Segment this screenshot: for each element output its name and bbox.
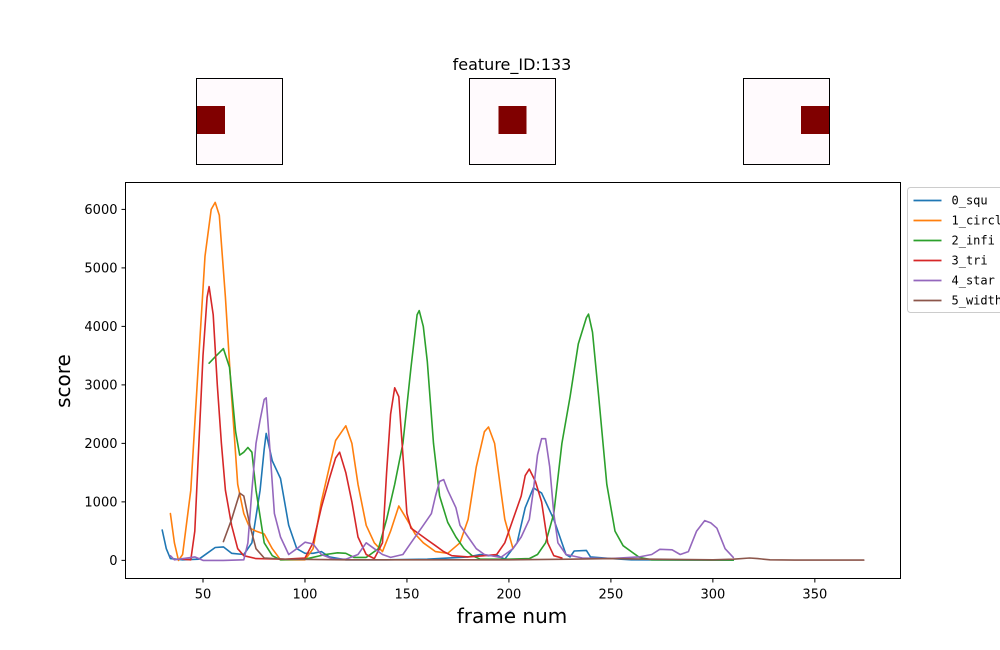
- series-line-3_tri: [181, 285, 563, 561]
- y-tick-label: 4000: [84, 320, 117, 335]
- legend-label: 0_squ: [952, 194, 988, 208]
- x-tick-label: 100: [293, 588, 318, 603]
- chart-title: feature_ID:133: [453, 55, 572, 75]
- y-axis: 0 1000 2000 3000 4000 5000 6000: [84, 203, 126, 569]
- x-tick-label: 150: [395, 588, 420, 603]
- y-tick-label: 3000: [84, 378, 117, 393]
- legend-label: 1_circl: [952, 214, 1000, 228]
- series-line-1_circl: [169, 201, 514, 562]
- series-line-4_star: [169, 397, 735, 562]
- y-tick-label: 0: [109, 554, 117, 569]
- x-tick-label: 50: [195, 588, 212, 603]
- x-tick-label: 250: [598, 588, 623, 603]
- legend-label: 2_infi: [952, 234, 995, 248]
- series-group: [161, 201, 865, 562]
- thumbnail-center: [469, 78, 556, 165]
- thumbnail-left: [196, 78, 283, 165]
- series-line-5_width: [222, 492, 865, 561]
- legend-item: 3_tri: [913, 254, 988, 268]
- x-axis: 50 100 150 200 250 300 350: [195, 578, 827, 603]
- legend-item: 1_circl: [913, 214, 1000, 228]
- plot-frame: [125, 182, 901, 579]
- legend-label: 5_width: [952, 294, 1000, 308]
- legend-item: 5_width: [913, 294, 1000, 308]
- x-axis-label: frame num: [457, 604, 568, 628]
- x-tick-label: 200: [497, 588, 522, 603]
- thumbnail-right: [743, 78, 830, 165]
- legend-item: 4_star: [913, 274, 995, 288]
- y-tick-label: 6000: [84, 203, 117, 218]
- legend: 0_squ 1_circl 2_infi 3_tri 4_star 5_width: [907, 187, 1000, 313]
- thumbnail-marker: [197, 106, 225, 134]
- thumbnail-marker: [801, 106, 829, 134]
- series-line-2_infi: [208, 309, 735, 561]
- y-tick-label: 1000: [84, 495, 117, 510]
- legend-item: 0_squ: [913, 194, 988, 208]
- thumbnail-panels: [196, 78, 830, 165]
- y-tick-label: 2000: [84, 437, 117, 452]
- y-tick-label: 5000: [84, 261, 117, 276]
- y-axis-label: score: [51, 354, 75, 408]
- legend-item: 2_infi: [913, 234, 995, 248]
- legend-label: 3_tri: [952, 254, 988, 268]
- legend-label: 4_star: [952, 274, 995, 288]
- plot-area: [125, 182, 901, 579]
- thumbnail-marker: [498, 106, 527, 134]
- x-tick-label: 350: [802, 588, 827, 603]
- x-tick-label: 300: [700, 588, 725, 603]
